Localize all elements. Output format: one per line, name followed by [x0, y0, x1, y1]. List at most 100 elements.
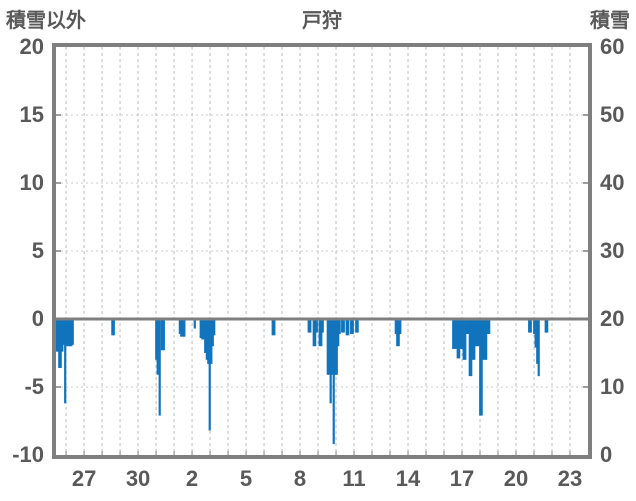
bar — [394, 319, 397, 334]
x-axis-tick-label: 5 — [240, 466, 252, 491]
bar — [321, 319, 324, 333]
bar — [326, 319, 329, 375]
bar — [59, 319, 62, 368]
bar — [199, 319, 202, 339]
bar — [178, 319, 181, 334]
right-axis-tick-label: 10 — [600, 374, 624, 399]
bar — [312, 319, 315, 347]
bar — [473, 319, 476, 360]
bar — [477, 319, 480, 347]
x-axis-tick-label: 30 — [126, 466, 150, 491]
bar — [482, 319, 485, 360]
bar — [544, 319, 547, 333]
bar — [309, 319, 312, 333]
bar — [180, 319, 183, 337]
bar — [329, 319, 332, 404]
x-axis-tick-label: 8 — [294, 466, 306, 491]
bar — [537, 319, 540, 377]
bar — [58, 319, 61, 368]
bar — [456, 319, 459, 359]
bar — [483, 319, 486, 360]
axis-ticks — [56, 114, 588, 455]
x-axis-tick-labels: 27 30 2 5 8 11 14 17 20 23 — [72, 466, 582, 491]
bar — [315, 319, 318, 333]
bar — [528, 319, 531, 333]
bar — [534, 319, 537, 348]
bar-series — [53, 319, 549, 445]
bar — [318, 319, 321, 347]
bar — [350, 319, 353, 334]
bar — [61, 319, 64, 352]
bar — [210, 319, 213, 364]
bar — [307, 319, 310, 333]
plot-border — [52, 43, 592, 459]
x-axis-tick-label: 20 — [504, 466, 528, 491]
right-axis-tick-label: 0 — [600, 442, 612, 467]
x-axis-tick-label: 17 — [450, 466, 474, 491]
bar — [345, 319, 348, 336]
bar — [156, 319, 159, 375]
bar — [56, 319, 59, 352]
bar — [314, 319, 317, 347]
left-axis-tick-label: -5 — [24, 374, 44, 399]
bar — [355, 319, 358, 333]
bar — [70, 319, 73, 347]
bar — [208, 319, 211, 431]
bar — [193, 319, 196, 329]
left-axis-tick-label: 10 — [20, 170, 44, 195]
bar — [396, 319, 399, 347]
horizontal-gridlines — [56, 114, 588, 388]
bar — [158, 319, 161, 416]
bar — [55, 319, 58, 352]
bar — [533, 319, 536, 334]
bar — [486, 319, 489, 334]
x-axis-tick-label: 27 — [72, 466, 96, 491]
bar — [529, 319, 532, 333]
bar — [213, 319, 216, 336]
bar — [162, 319, 165, 351]
bar — [459, 319, 462, 349]
bar — [397, 319, 400, 347]
bar — [65, 319, 68, 347]
bar — [62, 319, 65, 345]
bar — [455, 319, 458, 349]
bar — [341, 319, 344, 333]
bar — [205, 319, 208, 360]
bar — [71, 319, 74, 345]
right-axis-tick-label: 50 — [600, 102, 624, 127]
bar — [332, 319, 335, 445]
bar — [470, 319, 473, 377]
bar — [271, 319, 274, 336]
bar — [338, 319, 341, 334]
bar — [465, 319, 468, 334]
bar — [452, 319, 455, 349]
x-axis-tick-label: 14 — [396, 466, 421, 491]
bar — [461, 319, 464, 349]
bar — [160, 319, 163, 351]
bar — [471, 319, 474, 360]
bar — [356, 319, 359, 333]
vertical-gridlines — [65, 47, 571, 455]
bar — [334, 319, 337, 375]
bar — [479, 319, 482, 416]
bar — [202, 319, 205, 340]
left-axis-tick-label: 0 — [32, 306, 44, 331]
bar — [468, 319, 471, 377]
x-axis-tick-label: 2 — [186, 466, 198, 491]
x-axis-tick-label: 11 — [342, 466, 365, 491]
bar — [112, 319, 115, 336]
bar — [111, 319, 114, 336]
bar — [458, 319, 461, 359]
left-axis-tick-label: 20 — [20, 34, 44, 59]
bar — [207, 319, 210, 364]
x-axis-tick-label: 23 — [558, 466, 582, 491]
bar — [488, 319, 491, 334]
bar — [320, 319, 323, 347]
bar — [536, 319, 539, 364]
bar — [347, 319, 350, 336]
bar — [546, 319, 549, 333]
left-axis-tick-label: 15 — [20, 102, 44, 127]
bar — [476, 319, 479, 347]
